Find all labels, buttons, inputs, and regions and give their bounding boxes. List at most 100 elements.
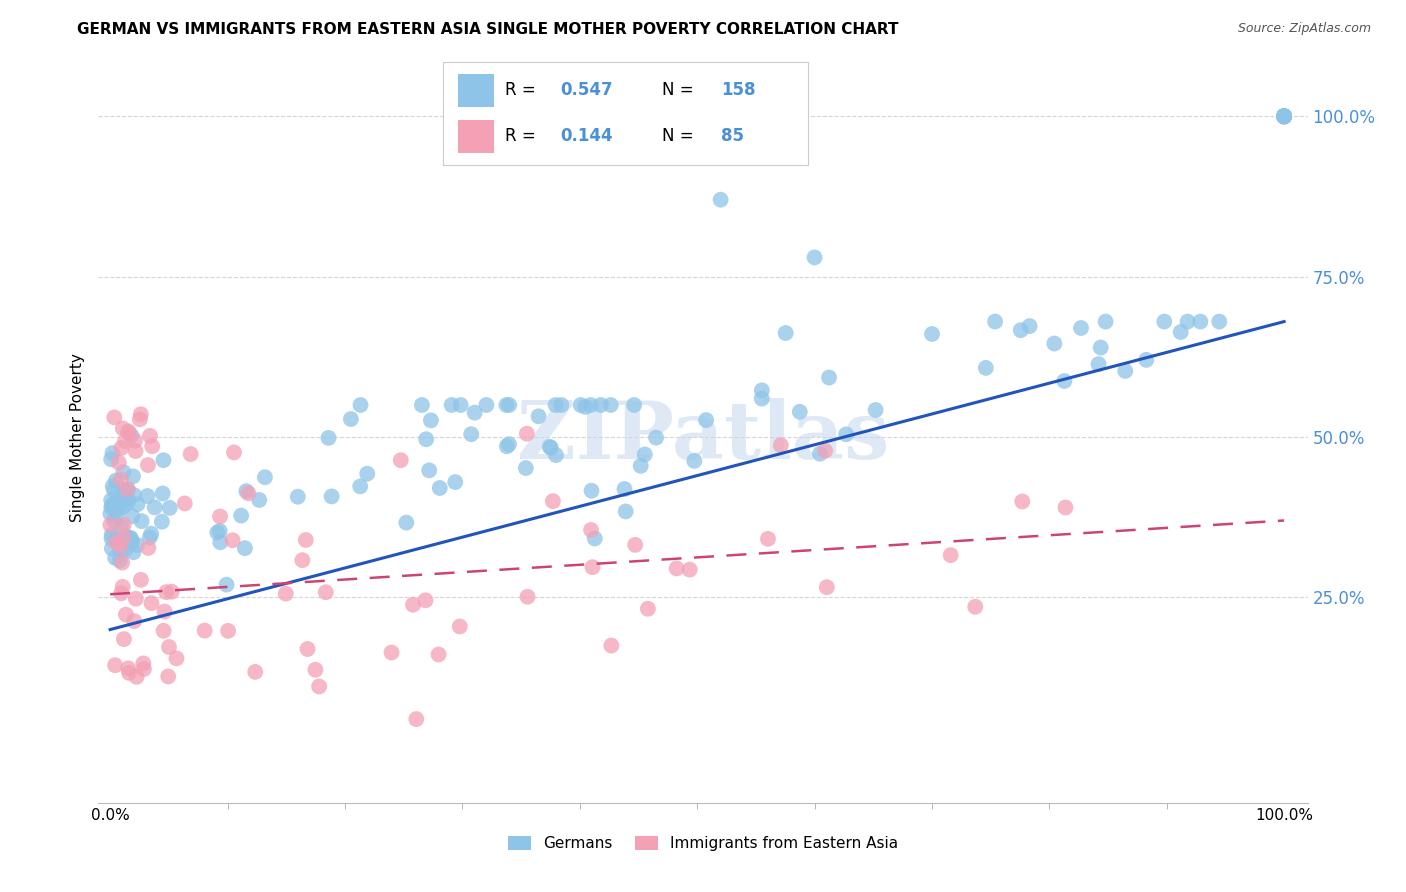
Point — [173, 496, 195, 510]
Point — [315, 585, 337, 599]
Point — [112, 465, 135, 479]
Point — [475, 398, 498, 412]
Point — [630, 458, 652, 473]
Point — [637, 601, 659, 615]
Point — [356, 467, 378, 481]
Point — [1043, 336, 1066, 351]
Point — [117, 491, 139, 506]
Point — [101, 541, 124, 556]
Point — [544, 448, 567, 462]
Point — [115, 484, 138, 499]
Text: 0.144: 0.144 — [560, 128, 613, 145]
Point — [110, 586, 132, 600]
Point — [112, 500, 135, 514]
Point — [808, 447, 831, 461]
Legend: Germans, Immigrants from Eastern Asia: Germans, Immigrants from Eastern Asia — [502, 830, 904, 857]
Text: GERMAN VS IMMIGRANTS FROM EASTERN ASIA SINGLE MOTHER POVERTY CORRELATION CHART: GERMAN VS IMMIGRANTS FROM EASTERN ASIA S… — [77, 22, 898, 37]
Point — [208, 524, 231, 538]
Point — [152, 486, 174, 500]
Point — [117, 495, 139, 509]
Point — [107, 456, 129, 470]
Point — [120, 531, 142, 545]
Point — [245, 665, 267, 679]
Point — [818, 370, 841, 384]
Text: N =: N = — [662, 128, 699, 145]
Point — [157, 640, 180, 654]
Point — [789, 405, 811, 419]
Point — [222, 445, 245, 459]
Point — [132, 662, 155, 676]
Point — [634, 447, 657, 461]
Point — [460, 427, 482, 442]
Point — [540, 441, 562, 455]
Text: ZIPatlas: ZIPatlas — [517, 398, 889, 476]
Point — [180, 447, 202, 461]
Text: R =: R = — [505, 81, 541, 99]
Point — [1070, 321, 1092, 335]
Bar — [457, 120, 494, 153]
Point — [1272, 109, 1295, 123]
Point — [1189, 315, 1212, 329]
Point — [389, 453, 412, 467]
Bar — [457, 74, 494, 106]
Point — [495, 439, 517, 453]
Text: Source: ZipAtlas.com: Source: ZipAtlas.com — [1237, 22, 1371, 36]
Point — [1135, 352, 1157, 367]
Point — [444, 475, 467, 489]
Point — [129, 573, 152, 587]
Point — [751, 392, 773, 406]
Point — [321, 490, 343, 504]
Point — [112, 483, 135, 498]
Point — [775, 326, 797, 340]
Point — [124, 444, 146, 458]
Point — [1272, 109, 1295, 123]
Point — [287, 490, 309, 504]
Text: N =: N = — [662, 81, 699, 99]
Point — [679, 563, 702, 577]
Point — [550, 398, 572, 412]
Point — [153, 605, 176, 619]
Point — [1018, 319, 1040, 334]
Point — [105, 533, 128, 547]
Point — [103, 483, 125, 498]
Point — [233, 541, 256, 556]
Point — [695, 413, 717, 427]
Point — [165, 651, 187, 665]
Point — [569, 398, 592, 412]
Point — [108, 501, 131, 516]
Point — [1153, 315, 1175, 329]
Point — [415, 593, 437, 607]
Point — [120, 532, 142, 546]
Point — [129, 407, 152, 421]
Point — [614, 504, 637, 518]
Point — [449, 619, 471, 633]
Point — [253, 470, 276, 484]
Point — [297, 642, 319, 657]
Point — [415, 432, 437, 446]
Point — [756, 532, 779, 546]
Point — [118, 665, 141, 680]
Point — [1114, 364, 1136, 378]
Point — [136, 541, 159, 555]
Point — [136, 489, 159, 503]
Point — [110, 441, 132, 455]
Point — [112, 517, 135, 532]
Point — [117, 425, 139, 439]
Point — [544, 398, 567, 412]
Point — [803, 251, 825, 265]
Point — [751, 384, 773, 398]
Point — [194, 624, 217, 638]
Point — [215, 577, 238, 591]
Point — [122, 488, 145, 502]
Point — [105, 500, 128, 514]
Point — [117, 425, 139, 440]
Point — [98, 517, 121, 532]
Point — [1272, 109, 1295, 123]
Point — [1094, 315, 1116, 329]
Point — [440, 398, 463, 412]
Point — [136, 458, 159, 472]
Point — [939, 548, 962, 562]
Point — [103, 499, 125, 513]
Point — [498, 398, 520, 412]
Point — [541, 494, 564, 508]
